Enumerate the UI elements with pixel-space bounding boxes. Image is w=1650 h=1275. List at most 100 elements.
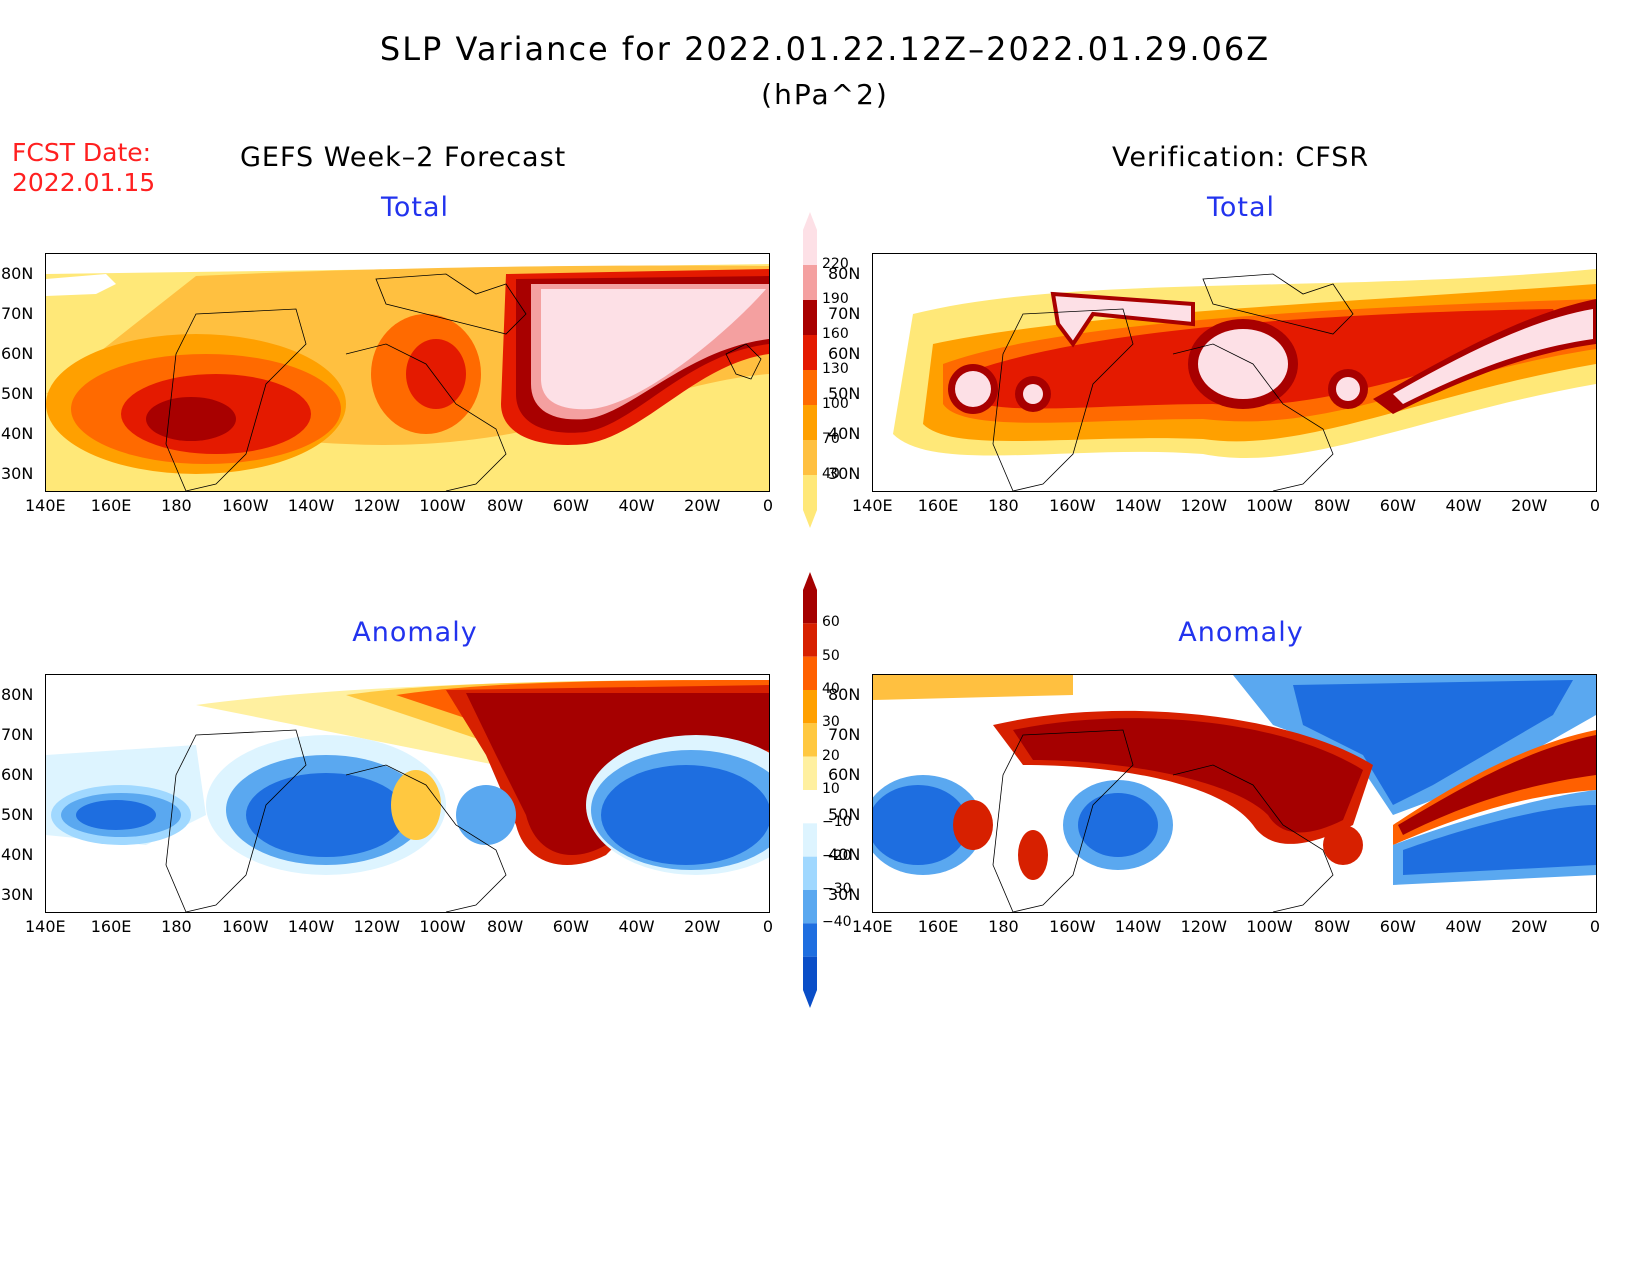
anomaly-colorbar-swatch <box>803 723 817 757</box>
verification-anomaly-lat-tick: 50N <box>828 805 861 824</box>
forecast-total-lat-tick: 60N <box>1 344 34 363</box>
panel-title-forecast-anomaly: Anomaly <box>352 617 478 648</box>
panel-title-verification-anomaly: Anomaly <box>1178 617 1304 648</box>
forecast-anomaly-lat-tick: 50N <box>1 805 34 824</box>
verification-anomaly-lon-tick: 140E <box>852 917 893 936</box>
verification-total-lon-tick: 180 <box>988 496 1019 515</box>
forecast-anomaly-lon-tick: 140W <box>287 917 335 936</box>
forecast-total-lat-tick: 80N <box>1 264 34 283</box>
verification-total-lat-tick: 60N <box>828 344 861 363</box>
forecast-anomaly-lon-tick: 60W <box>552 917 589 936</box>
panel-title-verification-total: Total <box>1206 192 1276 223</box>
verification-total-lat-tick: 50N <box>828 384 861 403</box>
verification-total-lon-tick: 0 <box>1589 496 1601 515</box>
verification-anomaly-lon-tick: 160W <box>1049 917 1096 936</box>
forecast-total-lon-tick: 140W <box>287 496 335 515</box>
verification-total-map <box>872 253 1597 492</box>
verification-anomaly-lon-tick: 140W <box>1114 917 1162 936</box>
forecast-total-lat-tick: 40N <box>1 424 34 443</box>
anomaly-colorbar-swatch <box>803 790 817 824</box>
fcst-date-value: 2022.01.15 <box>12 168 156 197</box>
verification-anomaly-lon-tick: 100W <box>1246 917 1293 936</box>
anomaly-colorbar-swatch <box>803 656 817 690</box>
forecast-anomaly-lon-tick: 80W <box>486 917 524 936</box>
forecast-total-lon-tick: 120W <box>353 496 400 515</box>
verification-total-lon-tick: 160E <box>917 496 959 515</box>
figure-title: SLP Variance for 2022.01.22.12Z–2022.01.… <box>379 30 1271 68</box>
total-colorbar-swatch <box>803 265 817 300</box>
verification-heading: Verification: CFSR <box>1112 142 1370 173</box>
anomaly-colorbar-label: 20 <box>822 747 840 764</box>
total-colorbar-swatch <box>803 300 817 335</box>
verification-anomaly-lat-tick: 60N <box>828 765 861 784</box>
forecast-heading: GEFS Week–2 Forecast <box>240 142 567 173</box>
verification-anomaly-lon-tick: 180 <box>988 917 1019 936</box>
forecast-total-lat-tick: 70N <box>1 304 34 323</box>
anomaly-colorbar-swatch <box>803 923 817 957</box>
anomaly-colorbar-swatch <box>803 690 817 724</box>
anomaly-colorbar-label: −30 <box>822 881 852 897</box>
total-colorbar-label: 130 <box>822 361 849 377</box>
anomaly-colorbar-label: −40 <box>822 914 852 931</box>
forecast-anomaly-lat-tick: 40N <box>1 845 34 864</box>
forecast-total-lat-tick: 30N <box>1 464 34 483</box>
total-colorbar-bottom-arrow <box>803 510 817 528</box>
verification-anomaly-lon-tick: 40W <box>1445 917 1482 936</box>
anomaly-colorbar-label: −20 <box>822 847 852 864</box>
verification-anomaly-lon-tick: 160E <box>917 917 959 936</box>
forecast-total-lon-tick: 160E <box>90 496 132 515</box>
forecast-anomaly-lon-tick: 160E <box>90 917 132 936</box>
verification-anomaly-lat-tick: 80N <box>828 685 861 704</box>
verification-total-lon-tick: 160W <box>1049 496 1096 515</box>
forecast-anomaly-map <box>45 674 770 913</box>
anomaly-colorbar-label: 60 <box>822 614 840 631</box>
forecast-anomaly-lon-tick: 0 <box>762 917 774 936</box>
verification-anomaly-lon-tick: 80W <box>1313 917 1351 936</box>
verification-anomaly-lon-tick: 60W <box>1379 917 1416 936</box>
verification-anomaly-lon-tick: 20W <box>1511 917 1548 936</box>
verification-anomaly-lon-tick: 120W <box>1180 917 1227 936</box>
anomaly-colorbar-label: 40 <box>822 681 840 697</box>
verification-anomaly-lat-tick: 70N <box>828 725 861 744</box>
forecast-anomaly-lon-tick: 120W <box>353 917 400 936</box>
verification-total-lon-tick: 20W <box>1511 496 1548 515</box>
forecast-anomaly-lat-tick: 60N <box>1 765 34 784</box>
verification-anomaly-lon-tick: 0 <box>1589 917 1601 936</box>
fcst-date-label: FCST Date: <box>12 138 152 167</box>
verification-anomaly-lat-tick: 30N <box>828 885 861 904</box>
anomaly-colorbar-swatch <box>803 590 817 624</box>
anomaly-colorbar-label: −10 <box>822 814 852 831</box>
verification-total-lon-tick: 140W <box>1114 496 1162 515</box>
anomaly-colorbar-swatch <box>803 756 817 790</box>
anomaly-colorbar-swatch <box>803 956 817 990</box>
verification-total-lat-tick: 80N <box>828 264 861 283</box>
forecast-total-lon-tick: 20W <box>684 496 721 515</box>
forecast-total-lon-tick: 140E <box>25 496 66 515</box>
verification-total-lat-tick: 40N <box>828 424 861 443</box>
anomaly-colorbar-label: 10 <box>822 781 840 797</box>
verification-total-lon-tick: 80W <box>1313 496 1351 515</box>
anomaly-colorbar-swatch <box>803 823 817 857</box>
total-colorbar-swatch <box>803 335 817 370</box>
forecast-anomaly-lat-tick: 30N <box>1 885 34 904</box>
anomaly-colorbar-label: 30 <box>822 714 840 731</box>
anomaly-colorbar-swatch <box>803 890 817 924</box>
total-colorbar-label: 40 <box>822 466 840 482</box>
forecast-anomaly-lat-tick: 70N <box>1 725 34 744</box>
verification-total-lon-tick: 140E <box>852 496 893 515</box>
forecast-anomaly-lon-tick: 140E <box>25 917 66 936</box>
verification-anomaly-map <box>872 674 1597 913</box>
total-colorbar-label: 160 <box>822 326 849 342</box>
anomaly-colorbar <box>803 572 817 1008</box>
total-colorbar-swatch <box>803 370 817 405</box>
forecast-total-lat-tick: 50N <box>1 384 34 403</box>
total-colorbar-swatch <box>803 230 817 265</box>
forecast-total-map <box>45 253 770 492</box>
verification-total-lon-tick: 120W <box>1180 496 1227 515</box>
verification-total-lat-tick: 30N <box>828 464 861 483</box>
total-colorbar-label: 70 <box>822 431 840 447</box>
forecast-anomaly-lon-tick: 180 <box>161 917 192 936</box>
total-colorbar-swatch <box>803 475 817 510</box>
anomaly-colorbar-top-arrow <box>803 572 817 590</box>
verification-total-lat-tick: 70N <box>828 304 861 323</box>
